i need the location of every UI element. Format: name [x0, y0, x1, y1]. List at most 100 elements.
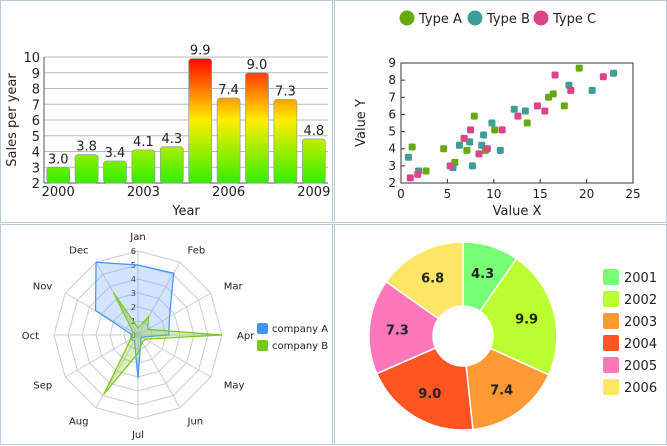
y-tick-label: 2 — [32, 177, 40, 192]
bar-value-label: 9.9 — [190, 44, 211, 59]
radar-axis-label: Nov — [33, 282, 53, 293]
bar — [46, 166, 71, 184]
legend-label: 2005 — [624, 359, 657, 374]
bar-value-label: 4.1 — [133, 135, 154, 150]
bar-value-label: 7.3 — [275, 85, 296, 100]
x-tick-label: 2009 — [297, 185, 330, 200]
scatter-point — [541, 107, 549, 115]
x-tick-label: 25 — [625, 187, 640, 201]
radar-scale-label: 6 — [131, 247, 136, 256]
bar-value-label: 4.3 — [161, 132, 182, 147]
legend-marker — [467, 10, 483, 26]
scatter-point — [455, 141, 463, 149]
bar-value-label: 7.4 — [218, 83, 239, 98]
y-axis-title: Sales per year — [5, 73, 20, 167]
slice-value-label: 9.0 — [418, 387, 441, 402]
legend-marker — [603, 269, 619, 285]
legend-marker — [603, 313, 619, 329]
scatter-point — [483, 145, 491, 153]
donut-slice — [385, 241, 464, 320]
bar — [159, 146, 184, 184]
legend-label: Type B — [486, 12, 530, 27]
y-tick-label: 4 — [32, 146, 40, 161]
x-tick-label: 2003 — [127, 185, 160, 200]
radar-series-area — [103, 292, 223, 395]
y-tick-label: 3 — [32, 161, 40, 176]
y-tick-label: 2 — [388, 176, 396, 190]
bar — [74, 154, 99, 184]
y-tick-label: 9 — [388, 56, 396, 70]
x-tick-label: 2000 — [42, 185, 75, 200]
x-tick-label: 2006 — [212, 185, 245, 200]
scatter-point — [567, 86, 575, 94]
radar-spoke — [137, 334, 211, 378]
donut-slice — [465, 347, 550, 431]
radar-axis-label: Dec — [69, 245, 88, 256]
x-tick-label: 0 — [397, 187, 405, 201]
bar-value-label: 3.8 — [76, 140, 97, 155]
donut-slice — [375, 347, 474, 431]
bar — [301, 138, 326, 184]
scatter-point — [475, 150, 483, 158]
y-tick-label: 6 — [388, 107, 396, 121]
bar-chart-panel: 2 3 4 5 6 7 8 9 10 3.0 3.8 3.4 4.1 4.3 9.9 7.4 9.0 7.3 4.8… — [0, 0, 333, 223]
radar-axis-label: Sep — [33, 381, 52, 392]
radar-spoke — [137, 292, 211, 336]
radar-axis-label: Apr — [237, 331, 255, 342]
bar — [131, 149, 156, 184]
slice-value-label: 6.8 — [421, 271, 444, 286]
x-tick-label: 20 — [579, 187, 594, 201]
legend-marker — [257, 340, 268, 351]
radar-axis-label: Aug — [69, 417, 89, 428]
y-tick-label: 3 — [388, 159, 396, 173]
y-tick-label: 5 — [388, 125, 396, 139]
scatter-chart-panel: 0 5 10 15 20 25 2 3 4 5 6 7 8 9 Value X Value Y Type A Ty… — [334, 0, 667, 223]
radar-scale-label: 0 — [131, 331, 136, 340]
radar-axis-label: Mar — [224, 282, 244, 293]
radar-scale-label: 2 — [131, 303, 136, 312]
legend-marker — [399, 10, 415, 26]
legend-label: 2006 — [624, 381, 657, 396]
y-tick-label: 7 — [32, 98, 40, 113]
y-tick-label: 6 — [32, 114, 40, 129]
scatter-point — [467, 126, 475, 134]
y-tick-label: 9 — [32, 67, 40, 82]
radar-axis-label: Jul — [131, 430, 144, 441]
radar-scale-label: 3 — [131, 289, 136, 298]
x-tick-label: 5 — [444, 187, 452, 201]
donut-chart-panel: 4.3 9.9 7.4 9.0 7.3 6.8 2001 2002 2003 2004 2005 20… — [334, 224, 667, 445]
legend-marker — [257, 323, 268, 334]
radar-spoke — [137, 334, 181, 408]
legend-label: 2004 — [624, 337, 657, 352]
slice-value-label: 7.3 — [386, 323, 409, 338]
radar-axis-label: Feb — [188, 245, 206, 256]
y-tick-label: 10 — [23, 51, 40, 66]
radar-chart-panel: JanFebMarAprMayJunJulAugSepOctNovDec0123… — [0, 224, 333, 445]
legend-marker — [603, 335, 619, 351]
scatter-point — [480, 131, 488, 139]
radar-axis-label: May — [224, 381, 245, 392]
scatter-point — [414, 170, 422, 178]
scatter-point — [560, 102, 568, 110]
y-tick-label: 8 — [32, 83, 40, 98]
legend-label: company A — [272, 324, 328, 335]
y-tick-label: 4 — [388, 142, 396, 156]
legend-label: 2001 — [624, 271, 657, 286]
scatter-point — [514, 112, 522, 120]
scatter-point — [523, 119, 531, 127]
scatter-point — [446, 162, 454, 170]
scatter-point — [610, 69, 618, 77]
donut-slice — [479, 257, 558, 376]
legend-label: Type C — [552, 12, 596, 27]
legend-marker — [603, 357, 619, 373]
legend-marker — [603, 291, 619, 307]
radar-axis-label: Oct — [22, 331, 39, 342]
scatter-point — [408, 143, 416, 151]
radar-axis-label: Jun — [187, 417, 204, 428]
slice-value-label: 7.4 — [490, 384, 513, 399]
bar — [103, 160, 127, 184]
scatter-point — [488, 119, 496, 127]
scatter-point — [575, 64, 583, 72]
scatter-point — [460, 134, 468, 142]
